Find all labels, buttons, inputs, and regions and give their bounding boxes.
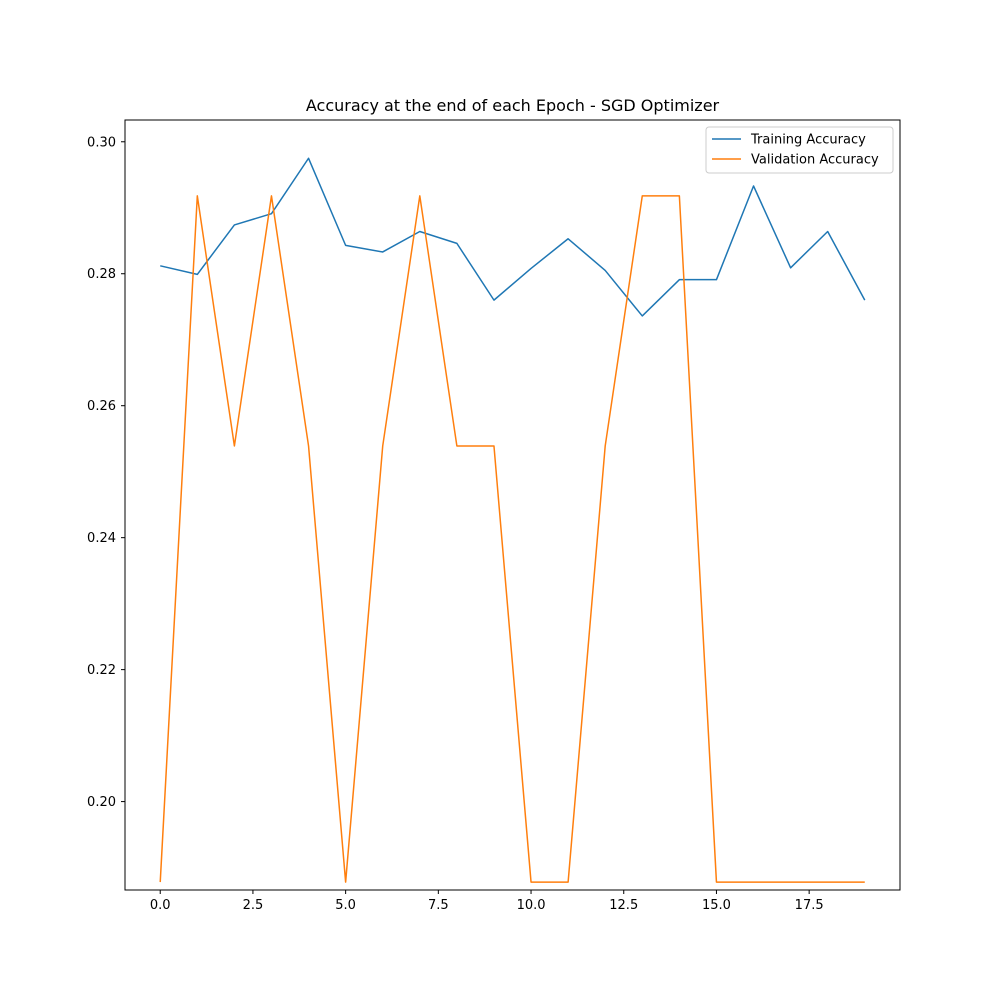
- x-tick-label: 7.5: [428, 898, 449, 913]
- x-tick-label: 12.5: [609, 898, 638, 913]
- y-tick-label: 0.24: [87, 531, 116, 546]
- x-tick-label: 5.0: [335, 898, 356, 913]
- legend-box: [705, 126, 894, 174]
- legend-label-training: Training Accuracy: [750, 133, 866, 148]
- y-tick-label: 0.26: [87, 399, 116, 414]
- legend: Training Accuracy Validation Accuracy: [705, 126, 894, 174]
- y-tick-label: 0.30: [87, 135, 116, 150]
- series-layer: [159, 157, 866, 883]
- x-axis: 0.0 2.5 5.0 7.5 10.0 12.5 15.0 17.5: [150, 890, 824, 913]
- plot-background: [125, 120, 900, 890]
- plot-area: [124, 119, 901, 891]
- x-tick-label: 0.0: [150, 898, 171, 913]
- x-tick-label: 15.0: [702, 898, 731, 913]
- series-line-validation: [159, 195, 865, 883]
- y-axis: 0.20 0.22 0.24 0.26 0.28 0.30: [87, 135, 125, 810]
- chart-title: Accuracy at the end of each Epoch - SGD …: [306, 96, 720, 115]
- x-tick-label: 17.5: [795, 898, 824, 913]
- y-tick-label: 0.22: [87, 663, 116, 678]
- x-tick-label: 10.0: [517, 898, 546, 913]
- series-line-training: [160, 157, 866, 317]
- plot-frame: [124, 119, 901, 891]
- y-tick-label: 0.20: [87, 795, 116, 810]
- x-tick-label: 2.5: [243, 898, 264, 913]
- legend-label-validation: Validation Accuracy: [751, 153, 879, 168]
- y-tick-label: 0.28: [87, 267, 116, 282]
